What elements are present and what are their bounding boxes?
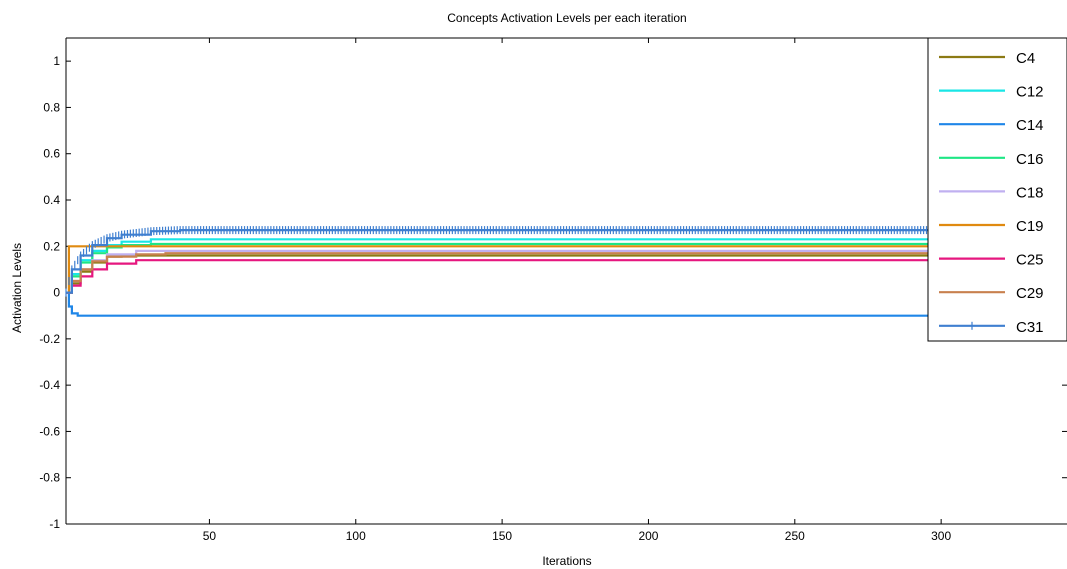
y-tick-label: 0.8 [43,100,60,114]
legend-label-c16: C16 [1016,151,1044,168]
series-line-c12 [66,238,1067,294]
y-tick-label: 0.2 [43,239,60,253]
series-markers-c31 [65,226,1067,297]
series-line-c16 [66,242,1067,294]
y-tick-label: 1 [53,54,60,68]
legend-label-c14: C14 [1016,117,1044,134]
y-tick-label: -0.6 [39,424,60,438]
x-tick-label: 50 [203,529,217,543]
x-tick-label: 300 [931,529,951,543]
x-axis-label: Iterations [542,554,591,568]
y-tick-label: 0 [53,286,60,300]
y-axis-label: Activation Levels [10,243,24,333]
legend-label-c12: C12 [1016,84,1044,101]
legend-label-c18: C18 [1016,184,1044,201]
legend-box [927,37,1067,342]
legend-label-c19: C19 [1016,218,1044,235]
y-tick-label: -0.8 [39,471,60,485]
y-tick-label: 0.4 [43,193,60,207]
legend-label-c31: C31 [1016,319,1044,336]
plot-area: 1 0.8 0.6 0.4 0.2 0 -0.2 -0.4 -0.6 -0.8 -1 50 100 150… [39,37,1067,543]
x-tick-label: 100 [346,529,366,543]
y-tick-label: -1 [49,517,60,531]
series-line-c14 [66,291,1067,317]
y-tick-label: -0.4 [39,378,60,392]
legend: C4 C12 C14 C16 C18 C19 C25 C29 C31 [927,37,1067,342]
x-tick-label: 150 [492,529,512,543]
x-tick-label: 200 [638,529,658,543]
y-tick-label: 0.6 [43,147,60,161]
legend-label-c25: C25 [1016,252,1044,269]
legend-label-c29: C29 [1016,285,1044,302]
chart-title: Concepts Activation Levels per each iter… [447,11,686,25]
plot-background [66,38,1066,524]
y-tick-label: -0.2 [39,332,60,346]
x-tick-label: 250 [785,529,805,543]
series-line-c29 [66,252,1067,294]
legend-label-c4: C4 [1016,50,1035,67]
